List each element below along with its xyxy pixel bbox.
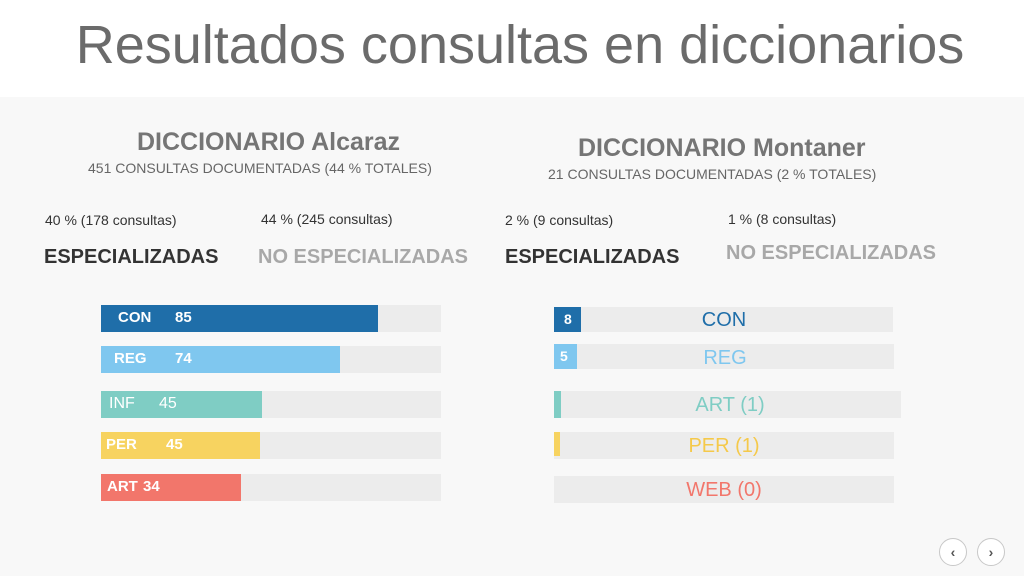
bar-label: REG (114, 350, 147, 367)
alcaraz-esp-label: ESPECIALIZADAS (44, 246, 219, 268)
bar-track (554, 476, 894, 503)
montaner-label-web: WEB (0) (686, 479, 762, 501)
bar-label: CON (118, 309, 152, 326)
bar-value: 45 (166, 436, 183, 453)
montaner-bar-art (554, 391, 561, 418)
montaner-esp-pct: 2 % (9 consultas) (505, 212, 614, 228)
bar-value: 45 (159, 395, 177, 412)
bar-track (554, 307, 893, 332)
bar-label: PER (106, 436, 137, 453)
alcaraz-bar-inf: INF 45 (101, 391, 262, 418)
alcaraz-bar-con: CON 85 (101, 305, 378, 332)
montaner-noesp-label: NO ESPECIALIZADAS (726, 242, 937, 264)
bar-value: 5 (560, 348, 568, 364)
montaner-bar-per (554, 432, 560, 456)
alcaraz-noesp-label: NO ESPECIALIZADAS (258, 246, 469, 268)
alcaraz-esp-pct: 40 % (178 consultas) (45, 212, 177, 228)
alcaraz-subtitle: 451 CONSULTAS DOCUMENTADAS (44 % TOTALES… (88, 160, 432, 176)
bar-value: 34 (143, 478, 160, 495)
montaner-subtitle: 21 CONSULTAS DOCUMENTADAS (2 % TOTALES) (548, 166, 877, 182)
montaner-label-reg: REG (703, 347, 747, 369)
slide-title: Resultados consultas en diccionarios (75, 15, 965, 75)
montaner-bar-con: 8 (554, 307, 581, 332)
montaner-esp-label: ESPECIALIZADAS (505, 246, 680, 268)
montaner-label-per: PER (1) (688, 435, 760, 457)
alcaraz-bar-per: PER 45 (101, 432, 260, 459)
bar-value: 74 (175, 350, 192, 367)
chevron-right-icon: › (988, 544, 994, 560)
bar-track (554, 344, 894, 369)
montaner-bar-reg: 5 (554, 344, 577, 369)
alcaraz-bar-reg: REG 74 (101, 346, 340, 373)
next-slide-button[interactable]: › (977, 538, 1005, 566)
alcaraz-title: DICCIONARIO Alcaraz (137, 128, 401, 156)
prev-slide-button[interactable]: ‹ (939, 538, 967, 566)
bar-value: 8 (564, 311, 572, 327)
bar-label: ART (107, 478, 138, 495)
bar-value: 85 (175, 309, 192, 326)
chevron-left-icon: ‹ (950, 544, 956, 560)
montaner-label-con: CON (701, 309, 747, 331)
alcaraz-bar-art: ART 34 (101, 474, 241, 501)
alcaraz-noesp-pct: 44 % (245 consultas) (261, 211, 393, 227)
montaner-label-art: ART (1) (695, 394, 765, 416)
bar-label: INF (109, 395, 135, 412)
bar-track (554, 391, 901, 418)
montaner-noesp-pct: 1 % (8 consultas) (728, 211, 837, 227)
bar-track (554, 432, 894, 459)
montaner-title: DICCIONARIO Montaner (578, 134, 866, 162)
